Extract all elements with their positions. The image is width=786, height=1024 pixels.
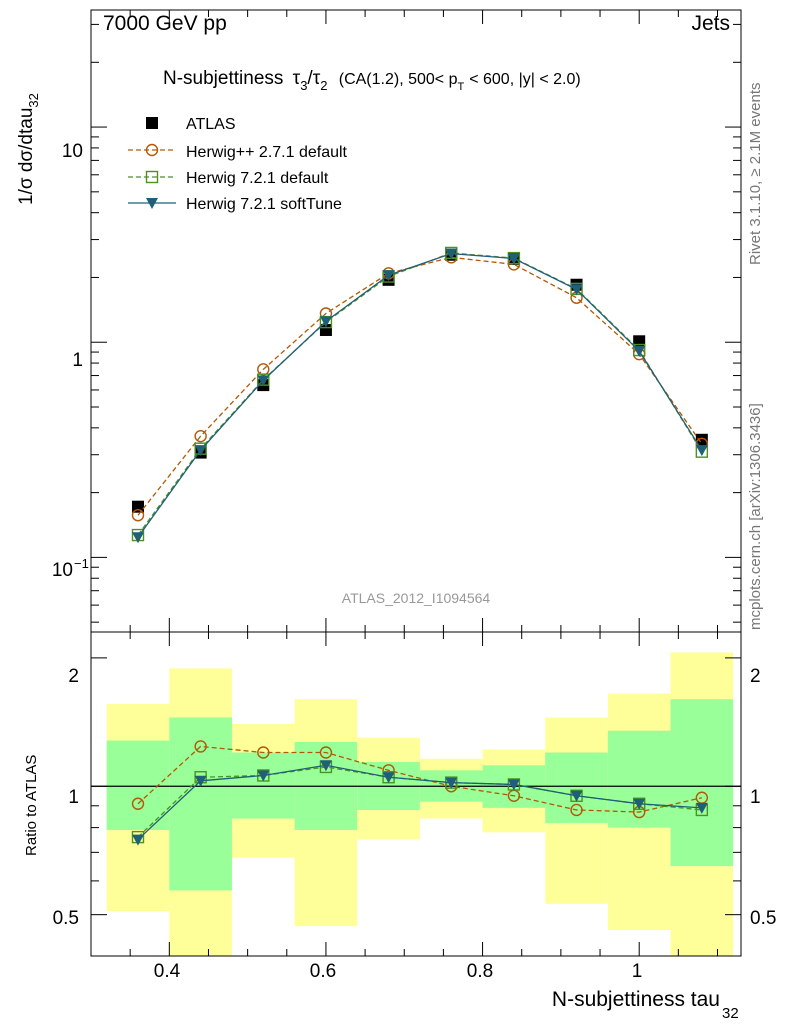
ratio-point-herwig-7-2-1-softtune-2	[257, 770, 270, 782]
ratio-y-axis-label: Ratio to ATLAS	[23, 755, 40, 856]
legend: ATLAS Herwig++ 2.7.1 default Herwig 7.2.…	[186, 116, 348, 213]
main-ytick-label-0p1-exp: −1	[74, 556, 89, 571]
ratio-point-herwig-7-2-1-softtune-7	[570, 790, 583, 802]
ratio-point-herwig-7-2-1-softtune-5	[445, 777, 458, 789]
main-y-tick-labels: 10 1 10 −1	[52, 141, 89, 581]
x-axis-label-text: N-subjettiness tau	[552, 988, 720, 1011]
legend-marker-atlas	[146, 117, 158, 129]
xtick-label-0p4: 0.4	[154, 961, 181, 982]
ratio-y-tick-labels: 2 1 0.5 2 1 0.5	[53, 666, 777, 929]
ratio-band-green-7	[545, 752, 608, 824]
title-slash: /	[307, 68, 313, 89]
ratio-band-green-2	[231, 752, 295, 819]
ratio-line-herwig-7-2-1-softtune	[137, 764, 702, 841]
xtick-label-0p6: 0.6	[310, 961, 336, 982]
ratio-band-green-1	[169, 717, 232, 891]
legend-label-herwig7-default: Herwig 7.2.1 default	[186, 170, 329, 187]
x-axis-label-sub: 32	[722, 1005, 739, 1022]
ratio-point-herwig-7-2-1-softtune-1	[194, 775, 207, 787]
main-point-herwig-7-2-1-softtune-3	[319, 316, 332, 328]
main-point-atlas-0	[131, 500, 144, 513]
ratio-point-herwig-7-2-1-softtune-3	[319, 760, 332, 772]
ratio-point-herwig-2-7-1-default-3	[319, 746, 333, 759]
ratio-point-herwig-2-7-1-default-2	[257, 746, 270, 759]
main-point-herwig-7-2-1-softtune-7	[570, 284, 583, 296]
legend-label-herwig7-softtune: Herwig 7.2.1 softTune	[186, 196, 342, 213]
main-point-herwig-7-2-1-softtune-5	[445, 248, 458, 260]
main-plot-frame	[90, 9, 742, 633]
main-y-axis-label-text: 1/σ dσ/dtau	[16, 108, 37, 205]
main-line-herwig-7-2-1-softtune	[137, 253, 703, 538]
main-ytick-label-10: 10	[62, 141, 83, 162]
plot-layer	[90, 9, 742, 957]
legend-label-atlas: ATLAS	[186, 116, 236, 133]
title-main: N-subjettiness	[163, 68, 283, 89]
ratio-ytick-label-left-0p5: 0.5	[53, 908, 79, 929]
plot-title: N-subjettiness τ3/τ2 (CA(1.2), 500< pT < …	[163, 68, 581, 95]
legend-marker-herwig-2-7-1-default	[145, 143, 159, 157]
ratio-point-herwig-7-2-1-softtune-6	[507, 779, 520, 791]
title-condition-2: < 600, |y| < 2.0)	[469, 71, 581, 88]
title-tau-den: τ	[313, 68, 321, 89]
main-point-herwig-2-7-1-default-1	[194, 429, 207, 443]
ratio-line-herwig-2-7-1-default	[137, 745, 702, 813]
ratio-point-herwig-7-2-1-softtune-0	[131, 834, 144, 846]
main-point-herwig-7-2-1-softtune-9	[695, 445, 708, 457]
title-condition-1: (CA(1.2), 500< p	[339, 71, 458, 88]
x-tick-labels: 0.4 0.6 0.8 1	[154, 961, 643, 982]
main-y-axis-label-sub: 32	[26, 93, 41, 107]
main-line-herwig-7-2-1-default	[137, 252, 703, 536]
ratio-point-herwig-7-2-1-softtune-9	[695, 802, 708, 814]
title-tau-den-sub: 2	[320, 78, 327, 93]
ratio-point-herwig-2-7-1-default-1	[194, 740, 207, 753]
legend-label-herwigpp: Herwig++ 2.7.1 default	[186, 144, 348, 161]
ratio-ytick-label-right-0p5: 0.5	[750, 908, 776, 929]
ratio-point-herwig-7-2-1-softtune-8	[633, 798, 646, 810]
xtick-label-0p8: 0.8	[467, 961, 493, 982]
title-tau-num: τ	[293, 68, 301, 89]
main-ytick-label-0p1: 10	[52, 560, 73, 581]
title-condition-sub: T	[457, 81, 464, 93]
legend-marker-herwig-7-2-1-softtune	[146, 198, 158, 209]
ratio-ytick-label-left-1: 1	[68, 787, 79, 808]
legend-marker-herwig-7-2-1-default	[145, 170, 159, 184]
svg-text:1/σ dσ/dtau32: 1/σ dσ/dtau32	[16, 93, 41, 205]
header-process-label: Jets	[691, 12, 730, 35]
rivet-version-label: Rivet 3.1.10, ≥ 2.1M events	[747, 83, 764, 266]
ratio-point-herwig-2-7-1-default-7	[570, 803, 583, 817]
main-point-herwig-7-2-1-softtune-8	[633, 346, 646, 358]
header-energy-label: 7000 GeV pp	[103, 12, 227, 35]
ratio-ytick-label-right-2: 2	[750, 666, 761, 687]
mcplots-reference-label: mcplots.cern.ch [arXiv:1306.3436]	[747, 403, 764, 630]
ratio-ytick-label-right-1: 1	[750, 787, 761, 808]
x-axis-label: N-subjettiness tau 32	[552, 988, 739, 1022]
main-point-herwig-2-7-1-default-0	[131, 509, 145, 522]
main-ytick-label-1: 1	[72, 350, 83, 371]
analysis-id-label: ATLAS_2012_I1094564	[342, 590, 491, 606]
main-point-herwig-7-2-1-softtune-1	[194, 445, 207, 457]
main-point-herwig-7-2-1-softtune-4	[382, 270, 395, 282]
ratio-point-herwig-7-2-1-softtune-4	[382, 772, 395, 784]
main-point-herwig-2-7-1-default-2	[257, 363, 270, 376]
main-point-herwig-7-2-1-softtune-2	[257, 375, 270, 387]
main-y-axis-label: 1/σ dσ/dtau32	[16, 93, 41, 205]
main-point-herwig-7-2-1-softtune-6	[507, 253, 520, 265]
title-tau-num-sub: 3	[300, 78, 307, 93]
xtick-label-1: 1	[632, 961, 643, 982]
ratio-plot-frame	[90, 631, 742, 957]
main-point-atlas-9	[695, 433, 708, 446]
ratio-band-green-9	[670, 699, 734, 867]
svg-text:N-subjettiness τ3/τ2: N-subjettiness τ3/τ2 (CA(1.2), 500< pT < …	[163, 68, 581, 95]
ratio-band-green-8	[607, 730, 671, 828]
ratio-point-herwig-2-7-1-default-0	[131, 797, 145, 810]
ratio-band-green-0	[106, 740, 170, 830]
main-point-herwig-7-2-1-softtune-0	[131, 532, 144, 544]
main-ytick-label-0p1-base: 10	[52, 560, 73, 581]
main-line-herwig-2-7-1-default	[137, 256, 703, 516]
ratio-ytick-label-left-2: 2	[68, 666, 79, 687]
